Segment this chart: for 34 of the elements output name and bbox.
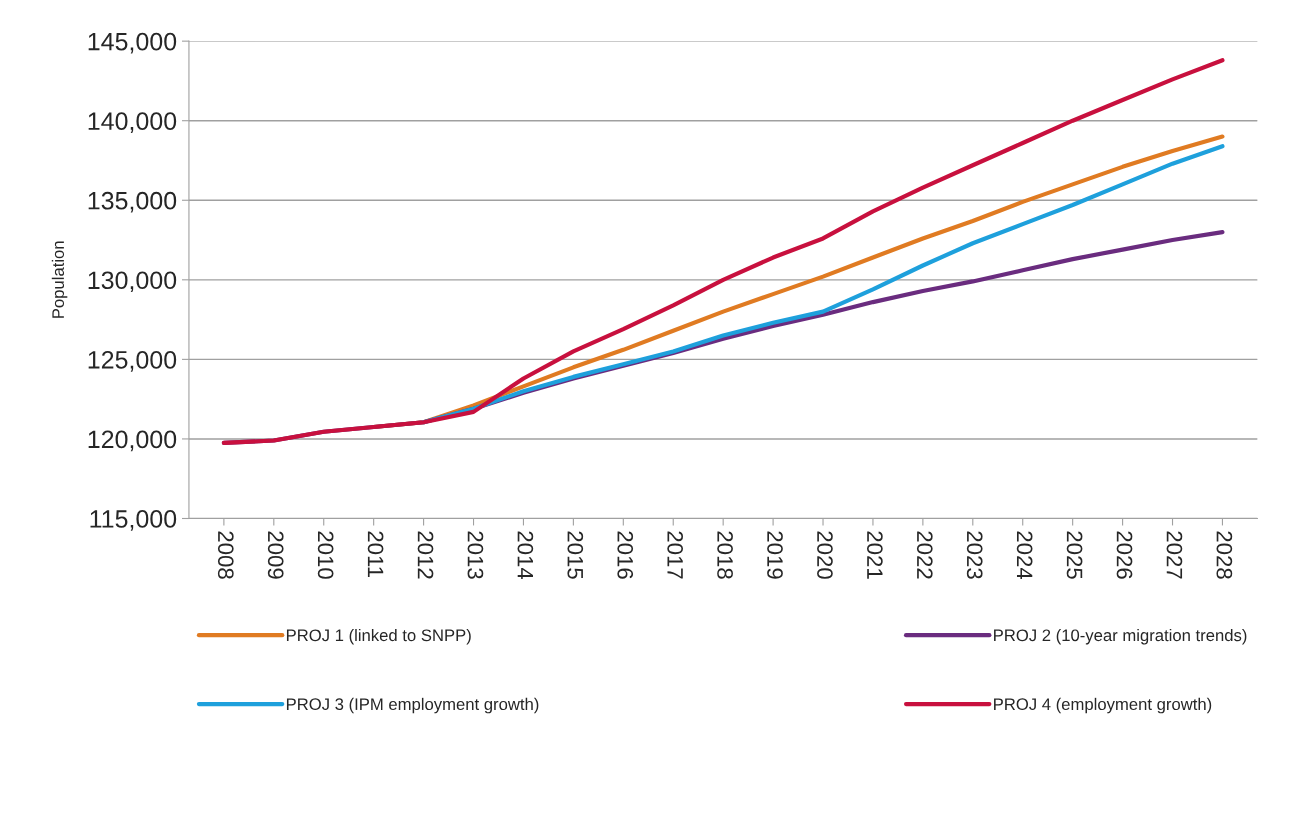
legend-label: PROJ 2 (10-year migration trends) xyxy=(994,628,1247,645)
x-tick-label: 2024 xyxy=(1016,531,1033,580)
x-tick-label: 2022 xyxy=(916,531,933,579)
x-tick-label: 2016 xyxy=(617,531,634,579)
x-tick-label: 2021 xyxy=(866,531,883,579)
x-tick-label: 2018 xyxy=(717,531,733,579)
y-tick-label: 125,000 xyxy=(88,350,177,372)
x-tick-label: 2026 xyxy=(1116,531,1133,579)
y-tick-label: 115,000 xyxy=(90,510,177,531)
y-tick-label: 130,000 xyxy=(88,271,177,293)
x-tick-label: 2010 xyxy=(317,531,334,579)
x-tick-label: 2023 xyxy=(966,531,983,579)
y-tick-label: 120,000 xyxy=(88,430,177,452)
x-tick-label: 2009 xyxy=(267,531,284,579)
y-tick-label: 135,000 xyxy=(88,191,177,213)
x-tick-label: 2020 xyxy=(817,531,833,579)
legend-label: PROJ 3 (IPM employment growth) xyxy=(286,697,539,714)
x-tick-label: 2011 xyxy=(367,531,384,578)
x-tick-label: 2025 xyxy=(1066,531,1083,579)
x-tick-label: 2027 xyxy=(1166,531,1183,579)
y-tick-label: 145,000 xyxy=(88,32,177,54)
legend-label: PROJ 1 (linked to SNPP) xyxy=(286,628,471,645)
x-tick-label: 2013 xyxy=(467,531,484,579)
x-tick-label: 2012 xyxy=(417,531,434,579)
x-tick-label: 2015 xyxy=(567,531,584,579)
x-tick-label: 2008 xyxy=(217,531,234,579)
x-tick-label: 2028 xyxy=(1216,531,1233,579)
y-tick-label: 140,000 xyxy=(88,112,177,133)
x-tick-label: 2017 xyxy=(667,531,684,579)
line-series xyxy=(221,58,1225,445)
y-axis-title: Population xyxy=(51,241,68,318)
x-tick-label: 2014 xyxy=(517,531,534,580)
x-tick-label: 2019 xyxy=(767,531,783,579)
legend-label: PROJ 4 (employment growth) xyxy=(994,697,1212,714)
